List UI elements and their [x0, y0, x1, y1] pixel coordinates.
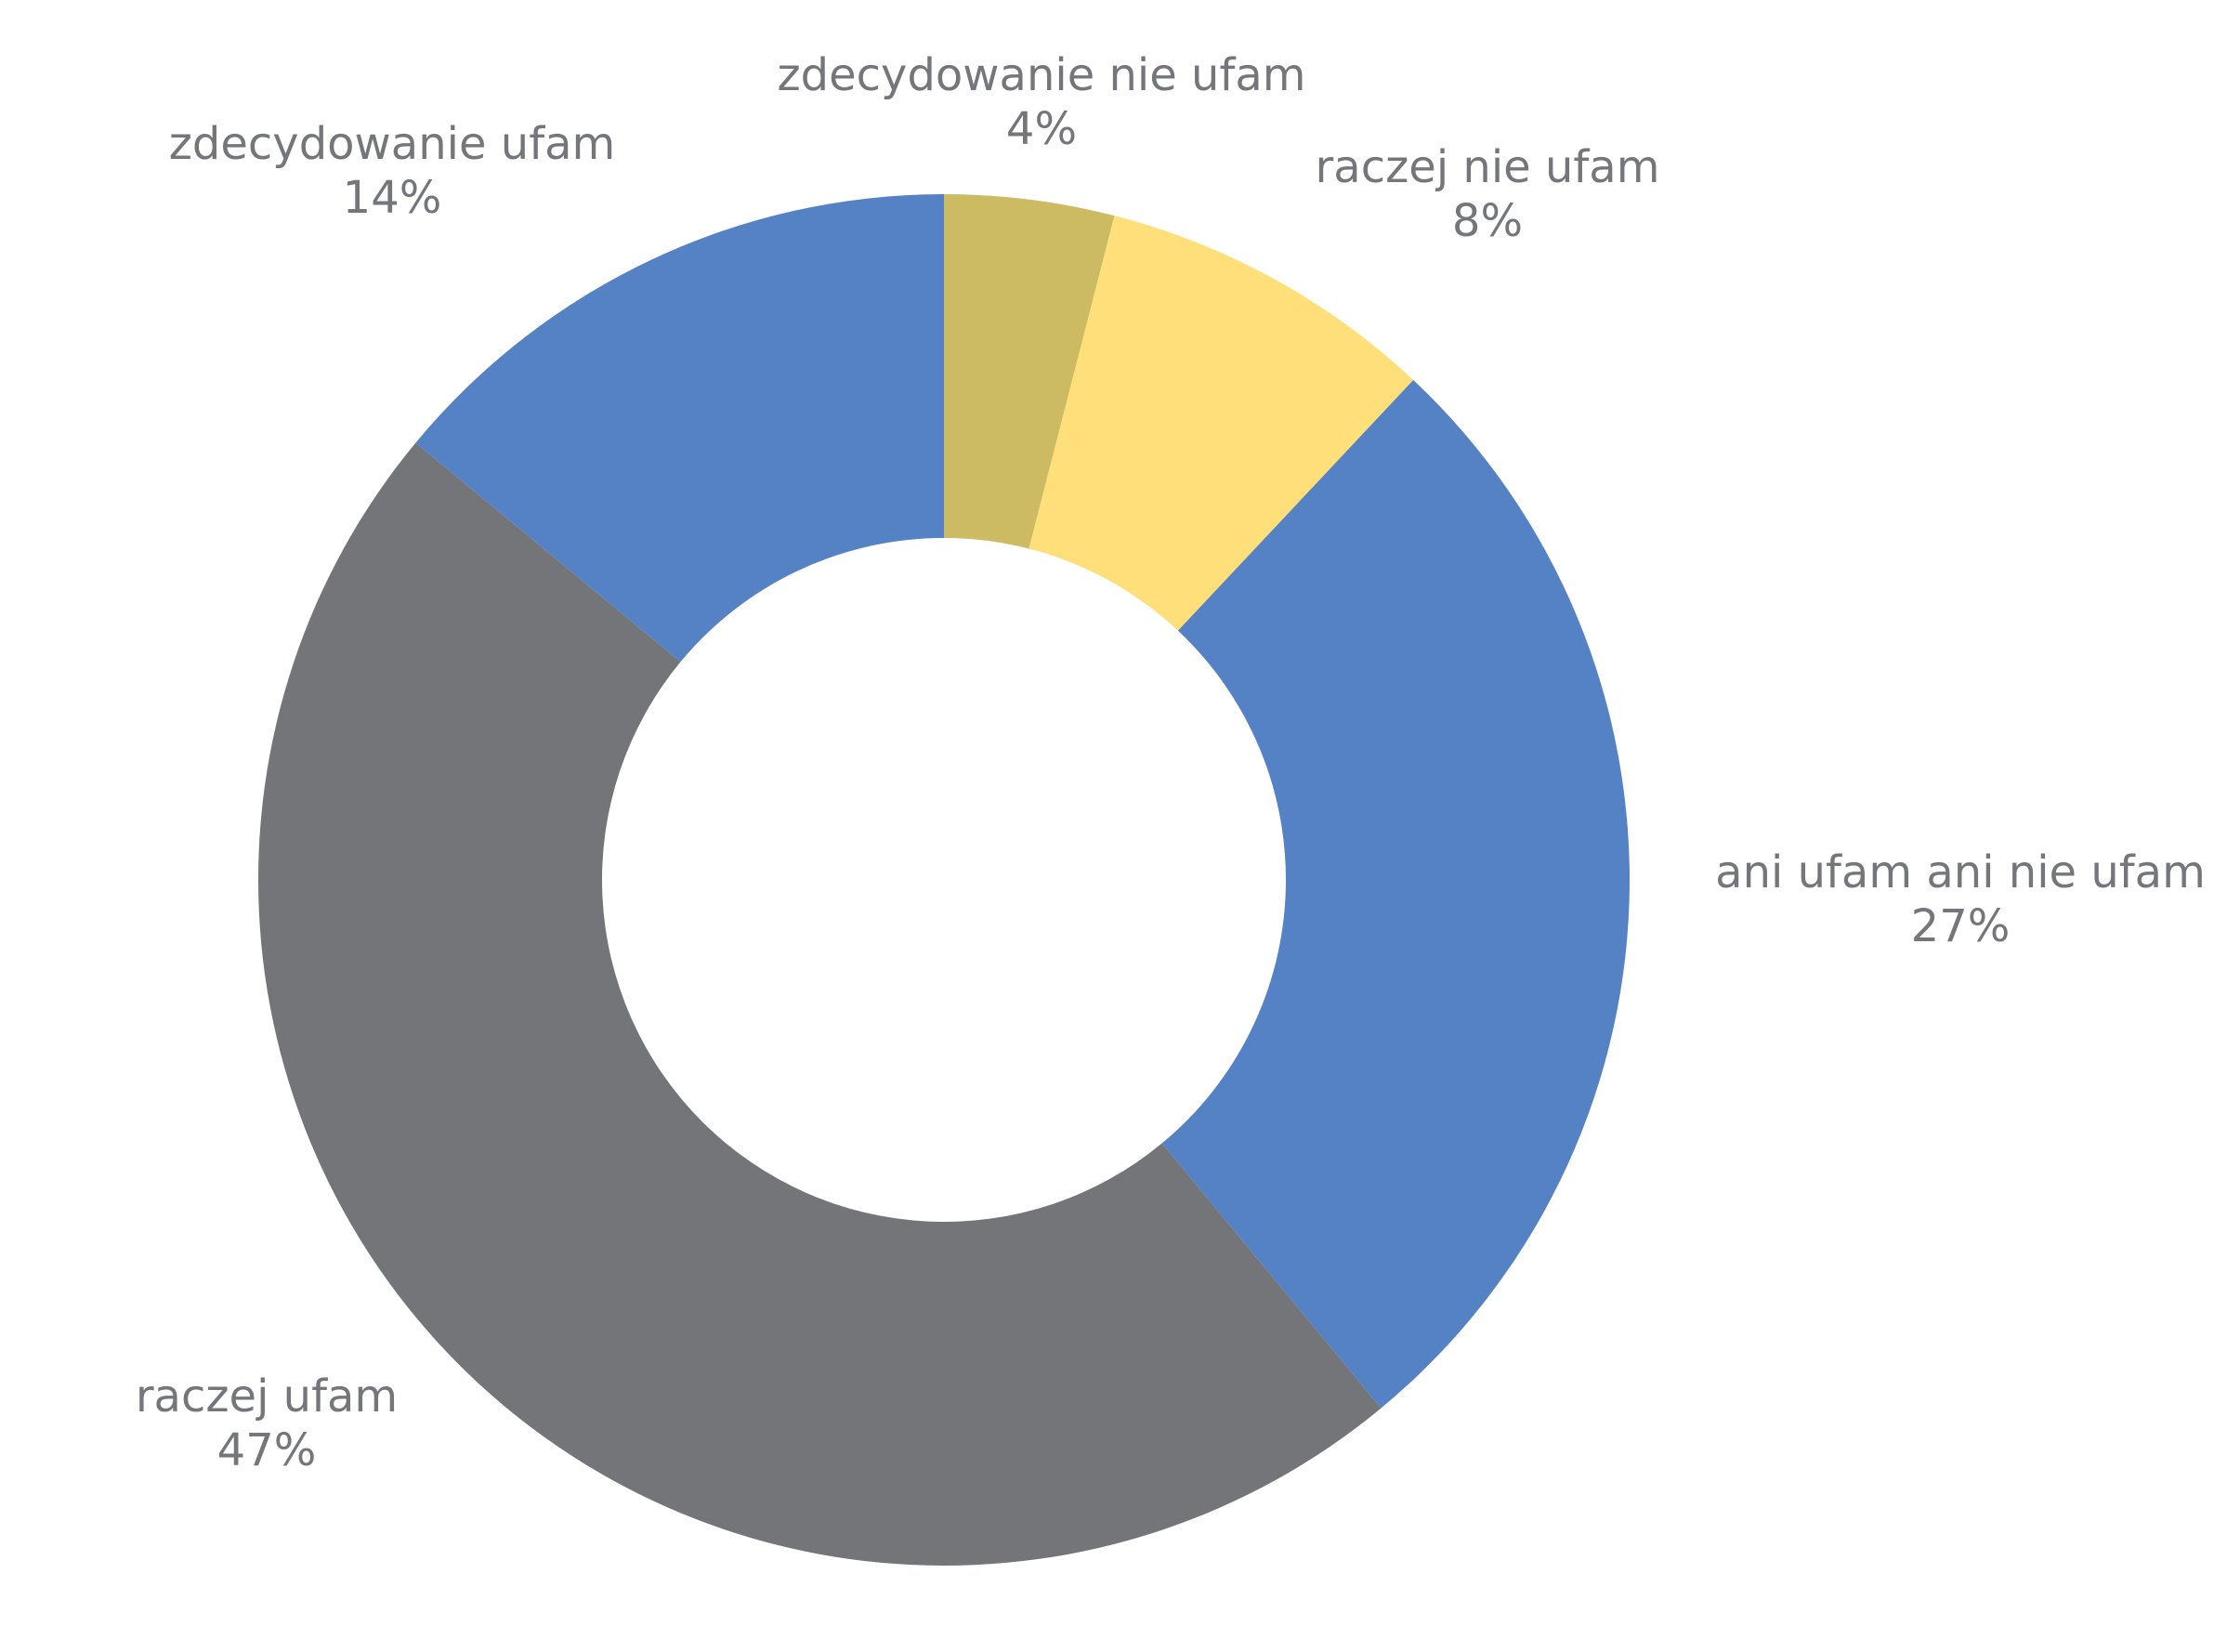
- slices: [257, 194, 1630, 1567]
- slice-category-label: raczej nie ufam: [1316, 141, 1660, 193]
- slice-category-label: raczej ufam: [136, 1370, 398, 1423]
- slice-category-label: zdecydowanie nie ufam: [777, 49, 1305, 101]
- slice-value-label: 47%: [217, 1424, 317, 1476]
- donut-slice: [415, 194, 945, 662]
- slice-value-label: 4%: [1006, 103, 1077, 155]
- donut-slice: [257, 442, 1382, 1567]
- slice-category-label: zdecydowanie ufam: [169, 118, 616, 170]
- slice-value-label: 8%: [1452, 195, 1523, 247]
- slice-value-label: 14%: [343, 172, 442, 224]
- slice-value-label: 27%: [1911, 900, 2011, 952]
- donut-slice: [944, 194, 1115, 549]
- donut-slice: [1028, 216, 1414, 631]
- slice-category-label: ani ufam ani nie ufam: [1715, 846, 2206, 898]
- donut-slice: [1161, 380, 1630, 1409]
